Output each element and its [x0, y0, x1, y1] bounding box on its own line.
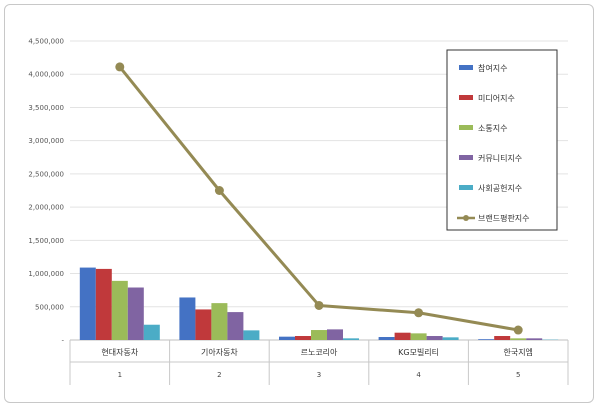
x-axis: 현대자동차 1 기아자동차 2 르노코리아 3 KG모빌리티 4 한국지엠 5 — [69, 340, 569, 385]
y-tick-label: 2,500,000 — [28, 170, 64, 178]
y-tick-label: 4,500,000 — [28, 38, 64, 46]
bar — [243, 330, 260, 340]
bar — [442, 337, 459, 340]
legend-swatch — [459, 125, 473, 130]
bar — [195, 309, 212, 340]
x-category-label: 르노코리아 — [301, 347, 338, 357]
x-index-label: 1 — [118, 371, 122, 379]
bar — [343, 338, 359, 340]
legend-swatch — [459, 155, 473, 160]
y-tick-label: 500,000 — [35, 303, 64, 311]
bar — [295, 336, 311, 340]
bar — [394, 332, 411, 340]
line-point — [115, 62, 125, 72]
bar — [526, 338, 543, 340]
bar — [378, 337, 395, 340]
line-series — [115, 62, 523, 335]
bar — [410, 333, 427, 340]
legend-swatch — [459, 185, 473, 190]
line-point — [314, 300, 324, 310]
bar — [143, 324, 160, 340]
bar — [227, 312, 244, 340]
y-tick-label: 3,000,000 — [28, 137, 64, 145]
y-tick-label: 1,000,000 — [28, 270, 64, 278]
legend-label: 사회공헌지수 — [478, 184, 522, 193]
x-index-label: 2 — [217, 371, 221, 379]
x-category-label: 기아자동차 — [201, 347, 238, 357]
y-tick-label: 3,500,000 — [28, 104, 64, 112]
legend-label: 브랜드평판지수 — [478, 213, 530, 223]
y-axis-labels: - 500,000 1,000,000 1,500,000 2,000,000 2,500… — [28, 38, 64, 345]
x-category-label: 현대자동차 — [101, 348, 138, 357]
y-tick-label: 2,000,000 — [28, 204, 64, 212]
bar — [494, 336, 511, 340]
legend-label: 미디어지수 — [478, 93, 515, 103]
x-index-label: 3 — [317, 371, 321, 379]
legend-swatch-marker — [463, 215, 469, 221]
bar — [179, 297, 196, 340]
legend-swatch — [459, 95, 473, 100]
bar — [95, 268, 112, 340]
bar — [311, 330, 327, 340]
line-point — [414, 308, 424, 318]
legend-label: 참여지수 — [478, 63, 507, 73]
bar — [327, 329, 343, 340]
bar — [279, 336, 295, 340]
legend-swatch — [459, 65, 473, 70]
bar — [510, 338, 527, 340]
y-tick-label: 1,500,000 — [28, 237, 64, 245]
x-category-label: 한국지엠 — [503, 347, 532, 357]
x-index-label: 5 — [516, 371, 520, 379]
legend-box — [446, 49, 558, 231]
y-tick-label: - — [61, 337, 64, 345]
x-index-label: 4 — [416, 371, 421, 379]
legend-label: 커뮤니티지수 — [478, 153, 522, 163]
bar — [127, 287, 144, 340]
bar — [79, 267, 96, 340]
legend-label: 소통지수 — [478, 124, 507, 133]
y-tick-label: 4,000,000 — [28, 71, 64, 79]
bar — [211, 303, 228, 340]
bar — [111, 280, 128, 340]
bar — [426, 336, 443, 340]
bar — [478, 339, 495, 340]
line-point — [513, 325, 523, 335]
x-category-label: KG모빌리티 — [398, 347, 439, 357]
bar-series — [79, 267, 559, 340]
line-point — [214, 186, 224, 195]
